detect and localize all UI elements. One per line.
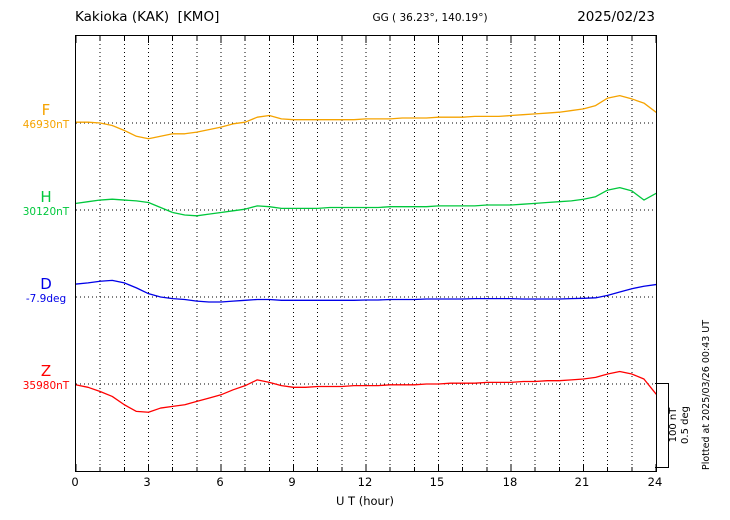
geographic-coordinates: GG ( 36.23°, 140.19°): [372, 12, 488, 24]
channel-label-d: D -7.9deg: [14, 275, 78, 306]
x-tick-label: 24: [647, 475, 663, 489]
channel-label-f: F 46930nT: [14, 101, 78, 132]
x-tick-label: 15: [429, 475, 445, 489]
channel-label-z: Z 35980nT: [14, 362, 78, 393]
x-axis-title: U T (hour): [335, 494, 395, 508]
x-tick-label: 3: [143, 475, 151, 489]
scale-bracket: [655, 383, 669, 468]
plotted-at-note: Plotted at 2025/03/26 00:43 UT: [701, 319, 712, 470]
channel-letter: D: [40, 275, 52, 293]
x-tick-label: 21: [574, 475, 590, 489]
channel-letter: Z: [40, 362, 52, 380]
magnetogram-chart: [75, 36, 657, 471]
channel-baseline-value: 46930nT: [22, 119, 70, 131]
observation-date: 2025/02/23: [577, 9, 655, 25]
x-tick-label: 0: [71, 475, 79, 489]
plot-frame: [75, 35, 657, 472]
channel-baseline-value: 30120nT: [22, 206, 70, 218]
channel-baseline-value: 35980nT: [22, 380, 70, 392]
x-tick-label: 9: [288, 475, 296, 489]
channel-baseline-value: -7.9deg: [25, 293, 67, 305]
scale-bar-labels: 100 nT 0.5 deg: [668, 395, 694, 455]
x-tick-label: 6: [216, 475, 224, 489]
x-tick-label: 12: [357, 475, 373, 489]
channel-letter: F: [41, 101, 51, 119]
station-title: Kakioka (KAK) [KMO]: [75, 9, 220, 25]
x-tick-label: 18: [502, 475, 518, 489]
channel-letter: H: [40, 188, 52, 206]
scale-label-deg: 0.5 deg: [680, 406, 691, 444]
scale-label-nt: 100 nT: [668, 407, 679, 443]
channel-label-h: H 30120nT: [14, 188, 78, 219]
